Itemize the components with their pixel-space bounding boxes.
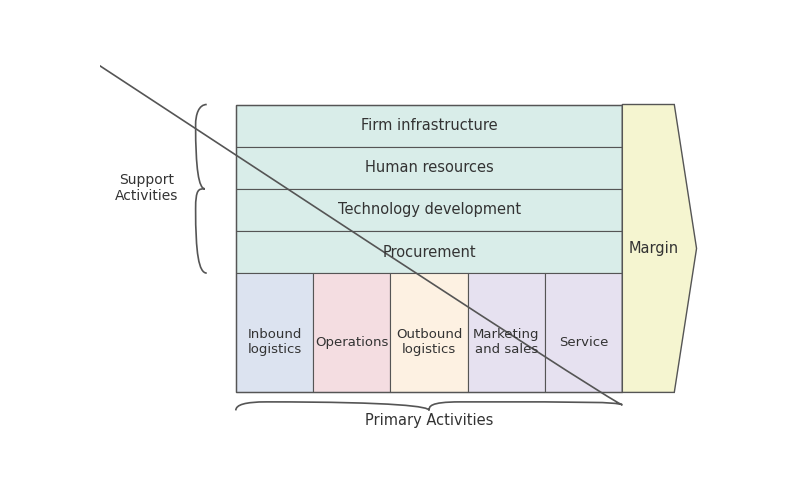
- Bar: [236, 189, 622, 231]
- Text: Outbound
logistics: Outbound logistics: [396, 328, 462, 356]
- Bar: [313, 273, 390, 393]
- Text: Technology development: Technology development: [338, 202, 520, 217]
- Text: Human resources: Human resources: [365, 160, 493, 175]
- Text: Support
Activities: Support Activities: [114, 173, 178, 203]
- Bar: [468, 273, 545, 393]
- Bar: [390, 273, 468, 393]
- Bar: [545, 273, 622, 393]
- Text: Operations: Operations: [315, 336, 389, 349]
- Text: Margin: Margin: [628, 241, 678, 256]
- Text: Firm infrastructure: Firm infrastructure: [361, 118, 497, 133]
- PathPatch shape: [622, 104, 697, 393]
- Text: Marketing
and sales: Marketing and sales: [473, 328, 539, 356]
- Text: Procurement: Procurement: [382, 245, 476, 259]
- Bar: [236, 273, 313, 393]
- Text: Primary Activities: Primary Activities: [365, 413, 493, 429]
- Bar: [236, 104, 622, 393]
- Bar: [236, 104, 622, 147]
- Bar: [236, 147, 622, 189]
- Bar: [236, 231, 622, 273]
- Text: Inbound
logistics: Inbound logistics: [247, 328, 302, 356]
- Text: Service: Service: [559, 336, 608, 349]
